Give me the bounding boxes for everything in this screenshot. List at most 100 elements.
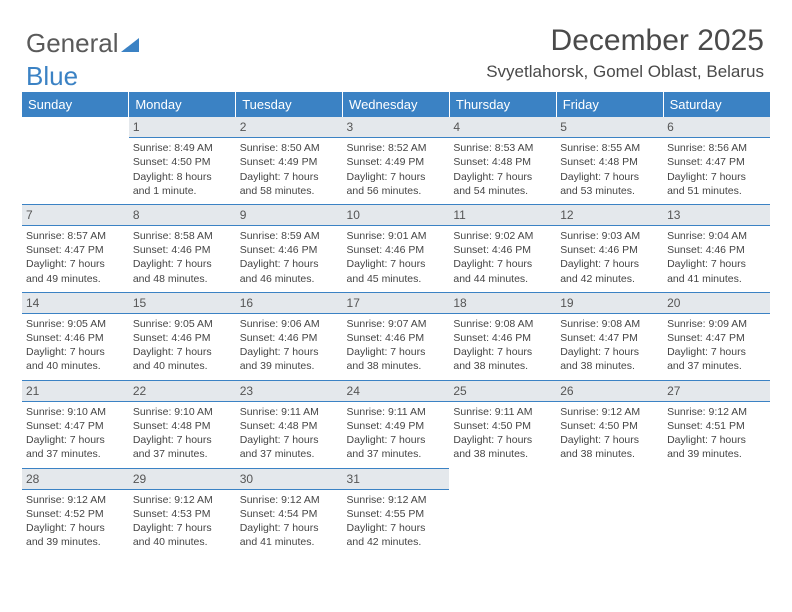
weekday-header: Wednesday: [343, 92, 450, 117]
calendar-day-cell: 18Sunrise: 9:08 AMSunset: 4:46 PMDayligh…: [449, 292, 556, 380]
sunset-line: Sunset: 4:46 PM: [347, 331, 446, 345]
day-number: 22: [129, 381, 236, 402]
day-details: Sunrise: 8:58 AMSunset: 4:46 PMDaylight:…: [133, 229, 232, 286]
sunrise-line: Sunrise: 9:12 AM: [347, 493, 446, 507]
sunrise-line: Sunrise: 9:01 AM: [347, 229, 446, 243]
day-details: Sunrise: 8:50 AMSunset: 4:49 PMDaylight:…: [240, 141, 339, 198]
weekday-header: Sunday: [22, 92, 129, 117]
sunset-line: Sunset: 4:52 PM: [26, 507, 125, 521]
daylight-line: Daylight: 8 hours and 1 minute.: [133, 170, 232, 198]
sunrise-line: Sunrise: 8:49 AM: [133, 141, 232, 155]
sunset-line: Sunset: 4:49 PM: [240, 155, 339, 169]
day-number: 19: [556, 293, 663, 314]
calendar-week-row: 21Sunrise: 9:10 AMSunset: 4:47 PMDayligh…: [22, 380, 770, 468]
day-details: Sunrise: 9:12 AMSunset: 4:54 PMDaylight:…: [240, 493, 339, 550]
day-details: Sunrise: 8:53 AMSunset: 4:48 PMDaylight:…: [453, 141, 552, 198]
daylight-line: Daylight: 7 hours and 39 minutes.: [667, 433, 766, 461]
calendar-day-cell: 15Sunrise: 9:05 AMSunset: 4:46 PMDayligh…: [129, 292, 236, 380]
calendar-day-cell: 21Sunrise: 9:10 AMSunset: 4:47 PMDayligh…: [22, 380, 129, 468]
day-details: Sunrise: 9:11 AMSunset: 4:48 PMDaylight:…: [240, 405, 339, 462]
day-details: Sunrise: 9:08 AMSunset: 4:47 PMDaylight:…: [560, 317, 659, 374]
sunrise-line: Sunrise: 8:56 AM: [667, 141, 766, 155]
day-number: 27: [663, 381, 770, 402]
calendar-day-cell: 26Sunrise: 9:12 AMSunset: 4:50 PMDayligh…: [556, 380, 663, 468]
sunset-line: Sunset: 4:55 PM: [347, 507, 446, 521]
weekday-header-row: Sunday Monday Tuesday Wednesday Thursday…: [22, 92, 770, 117]
calendar-day-cell: 12Sunrise: 9:03 AMSunset: 4:46 PMDayligh…: [556, 204, 663, 292]
day-details: Sunrise: 9:11 AMSunset: 4:50 PMDaylight:…: [453, 405, 552, 462]
day-details: Sunrise: 9:06 AMSunset: 4:46 PMDaylight:…: [240, 317, 339, 374]
calendar-week-row: 1Sunrise: 8:49 AMSunset: 4:50 PMDaylight…: [22, 117, 770, 204]
day-number: 6: [663, 117, 770, 138]
calendar-day-cell: 5 Sunrise: 8:55 AMSunset: 4:48 PMDaylight…: [556, 117, 663, 204]
sunset-line: Sunset: 4:50 PM: [560, 419, 659, 433]
calendar-day-cell: 29Sunrise: 9:12 AMSunset: 4:53 PMDayligh…: [129, 468, 236, 555]
daylight-line: Daylight: 7 hours and 40 minutes.: [26, 345, 125, 373]
day-number: 18: [449, 293, 556, 314]
day-number: 8: [129, 205, 236, 226]
calendar-day-cell: [663, 468, 770, 555]
calendar-day-cell: [556, 468, 663, 555]
day-details: Sunrise: 9:09 AMSunset: 4:47 PMDaylight:…: [667, 317, 766, 374]
sunrise-line: Sunrise: 9:10 AM: [26, 405, 125, 419]
page-title: December 2025: [551, 24, 764, 58]
daylight-line: Daylight: 7 hours and 48 minutes.: [133, 257, 232, 285]
day-details: Sunrise: 9:05 AMSunset: 4:46 PMDaylight:…: [133, 317, 232, 374]
daylight-line: Daylight: 7 hours and 45 minutes.: [347, 257, 446, 285]
sunset-line: Sunset: 4:53 PM: [133, 507, 232, 521]
calendar-day-cell: 2 Sunrise: 8:50 AMSunset: 4:49 PMDaylight…: [236, 117, 343, 204]
daylight-line: Daylight: 7 hours and 37 minutes.: [26, 433, 125, 461]
sunrise-line: Sunrise: 9:04 AM: [667, 229, 766, 243]
sunset-line: Sunset: 4:50 PM: [133, 155, 232, 169]
sunset-line: Sunset: 4:50 PM: [453, 419, 552, 433]
sunset-line: Sunset: 4:46 PM: [133, 331, 232, 345]
sunrise-line: Sunrise: 8:58 AM: [133, 229, 232, 243]
sunrise-line: Sunrise: 9:07 AM: [347, 317, 446, 331]
sunset-line: Sunset: 4:46 PM: [347, 243, 446, 257]
day-number: 5: [556, 117, 663, 138]
sunset-line: Sunset: 4:46 PM: [453, 331, 552, 345]
daylight-line: Daylight: 7 hours and 41 minutes.: [240, 521, 339, 549]
calendar-day-cell: 10 Sunrise: 9:01 AMSunset: 4:46 PMDayligh…: [343, 204, 450, 292]
sunset-line: Sunset: 4:54 PM: [240, 507, 339, 521]
day-details: Sunrise: 9:04 AMSunset: 4:46 PMDaylight:…: [667, 229, 766, 286]
sunset-line: Sunset: 4:46 PM: [133, 243, 232, 257]
day-number: 17: [343, 293, 450, 314]
day-number: 2: [236, 117, 343, 138]
sunrise-line: Sunrise: 9:06 AM: [240, 317, 339, 331]
day-number: 10: [343, 205, 450, 226]
sunrise-line: Sunrise: 9:08 AM: [560, 317, 659, 331]
calendar-day-cell: 31Sunrise: 9:12 AMSunset: 4:55 PMDayligh…: [343, 468, 450, 555]
calendar-week-row: 28Sunrise: 9:12 AMSunset: 4:52 PMDayligh…: [22, 468, 770, 555]
day-details: Sunrise: 9:03 AMSunset: 4:46 PMDaylight:…: [560, 229, 659, 286]
calendar-day-cell: 16Sunrise: 9:06 AMSunset: 4:46 PMDayligh…: [236, 292, 343, 380]
daylight-line: Daylight: 7 hours and 49 minutes.: [26, 257, 125, 285]
weekday-header: Thursday: [449, 92, 556, 117]
sunset-line: Sunset: 4:48 PM: [453, 155, 552, 169]
weekday-header: Saturday: [663, 92, 770, 117]
day-details: Sunrise: 8:49 AMSunset: 4:50 PMDaylight:…: [133, 141, 232, 198]
sunrise-line: Sunrise: 8:53 AM: [453, 141, 552, 155]
calendar-day-cell: 14Sunrise: 9:05 AMSunset: 4:46 PMDayligh…: [22, 292, 129, 380]
sunset-line: Sunset: 4:46 PM: [26, 331, 125, 345]
sunset-line: Sunset: 4:46 PM: [667, 243, 766, 257]
day-details: Sunrise: 9:07 AMSunset: 4:46 PMDaylight:…: [347, 317, 446, 374]
daylight-line: Daylight: 7 hours and 53 minutes.: [560, 170, 659, 198]
calendar-day-cell: 23Sunrise: 9:11 AMSunset: 4:48 PMDayligh…: [236, 380, 343, 468]
sunset-line: Sunset: 4:48 PM: [560, 155, 659, 169]
calendar-week-row: 7Sunrise: 8:57 AMSunset: 4:47 PMDaylight…: [22, 204, 770, 292]
daylight-line: Daylight: 7 hours and 39 minutes.: [240, 345, 339, 373]
calendar-day-cell: 20Sunrise: 9:09 AMSunset: 4:47 PMDayligh…: [663, 292, 770, 380]
day-details: Sunrise: 8:56 AMSunset: 4:47 PMDaylight:…: [667, 141, 766, 198]
daylight-line: Daylight: 7 hours and 42 minutes.: [347, 521, 446, 549]
calendar-day-cell: 17 Sunrise: 9:07 AMSunset: 4:46 PMDayligh…: [343, 292, 450, 380]
sunrise-line: Sunrise: 8:55 AM: [560, 141, 659, 155]
logo-part2: Blue: [26, 61, 78, 91]
day-number: 26: [556, 381, 663, 402]
day-details: Sunrise: 9:12 AMSunset: 4:51 PMDaylight:…: [667, 405, 766, 462]
calendar-day-cell: [449, 468, 556, 555]
sunrise-line: Sunrise: 9:08 AM: [453, 317, 552, 331]
day-number: 24: [343, 381, 450, 402]
calendar-day-cell: 24Sunrise: 9:11 AMSunset: 4:49 PMDayligh…: [343, 380, 450, 468]
sunset-line: Sunset: 4:47 PM: [26, 419, 125, 433]
